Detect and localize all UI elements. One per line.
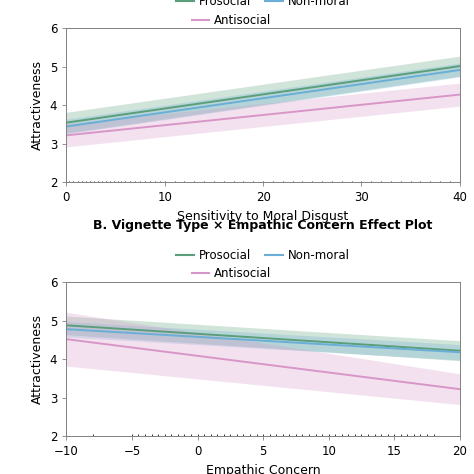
Legend: Antisocial: Antisocial <box>187 9 276 31</box>
Legend: Antisocial: Antisocial <box>187 263 276 285</box>
Y-axis label: Attractiveness: Attractiveness <box>31 314 44 404</box>
X-axis label: Sensitivity to Moral Disgust: Sensitivity to Moral Disgust <box>177 210 349 223</box>
Title: B. Vignette Type × Empathic Concern Effect Plot: B. Vignette Type × Empathic Concern Effe… <box>93 219 433 232</box>
Y-axis label: Attractiveness: Attractiveness <box>31 60 44 150</box>
X-axis label: Empathic Concern: Empathic Concern <box>206 464 320 474</box>
